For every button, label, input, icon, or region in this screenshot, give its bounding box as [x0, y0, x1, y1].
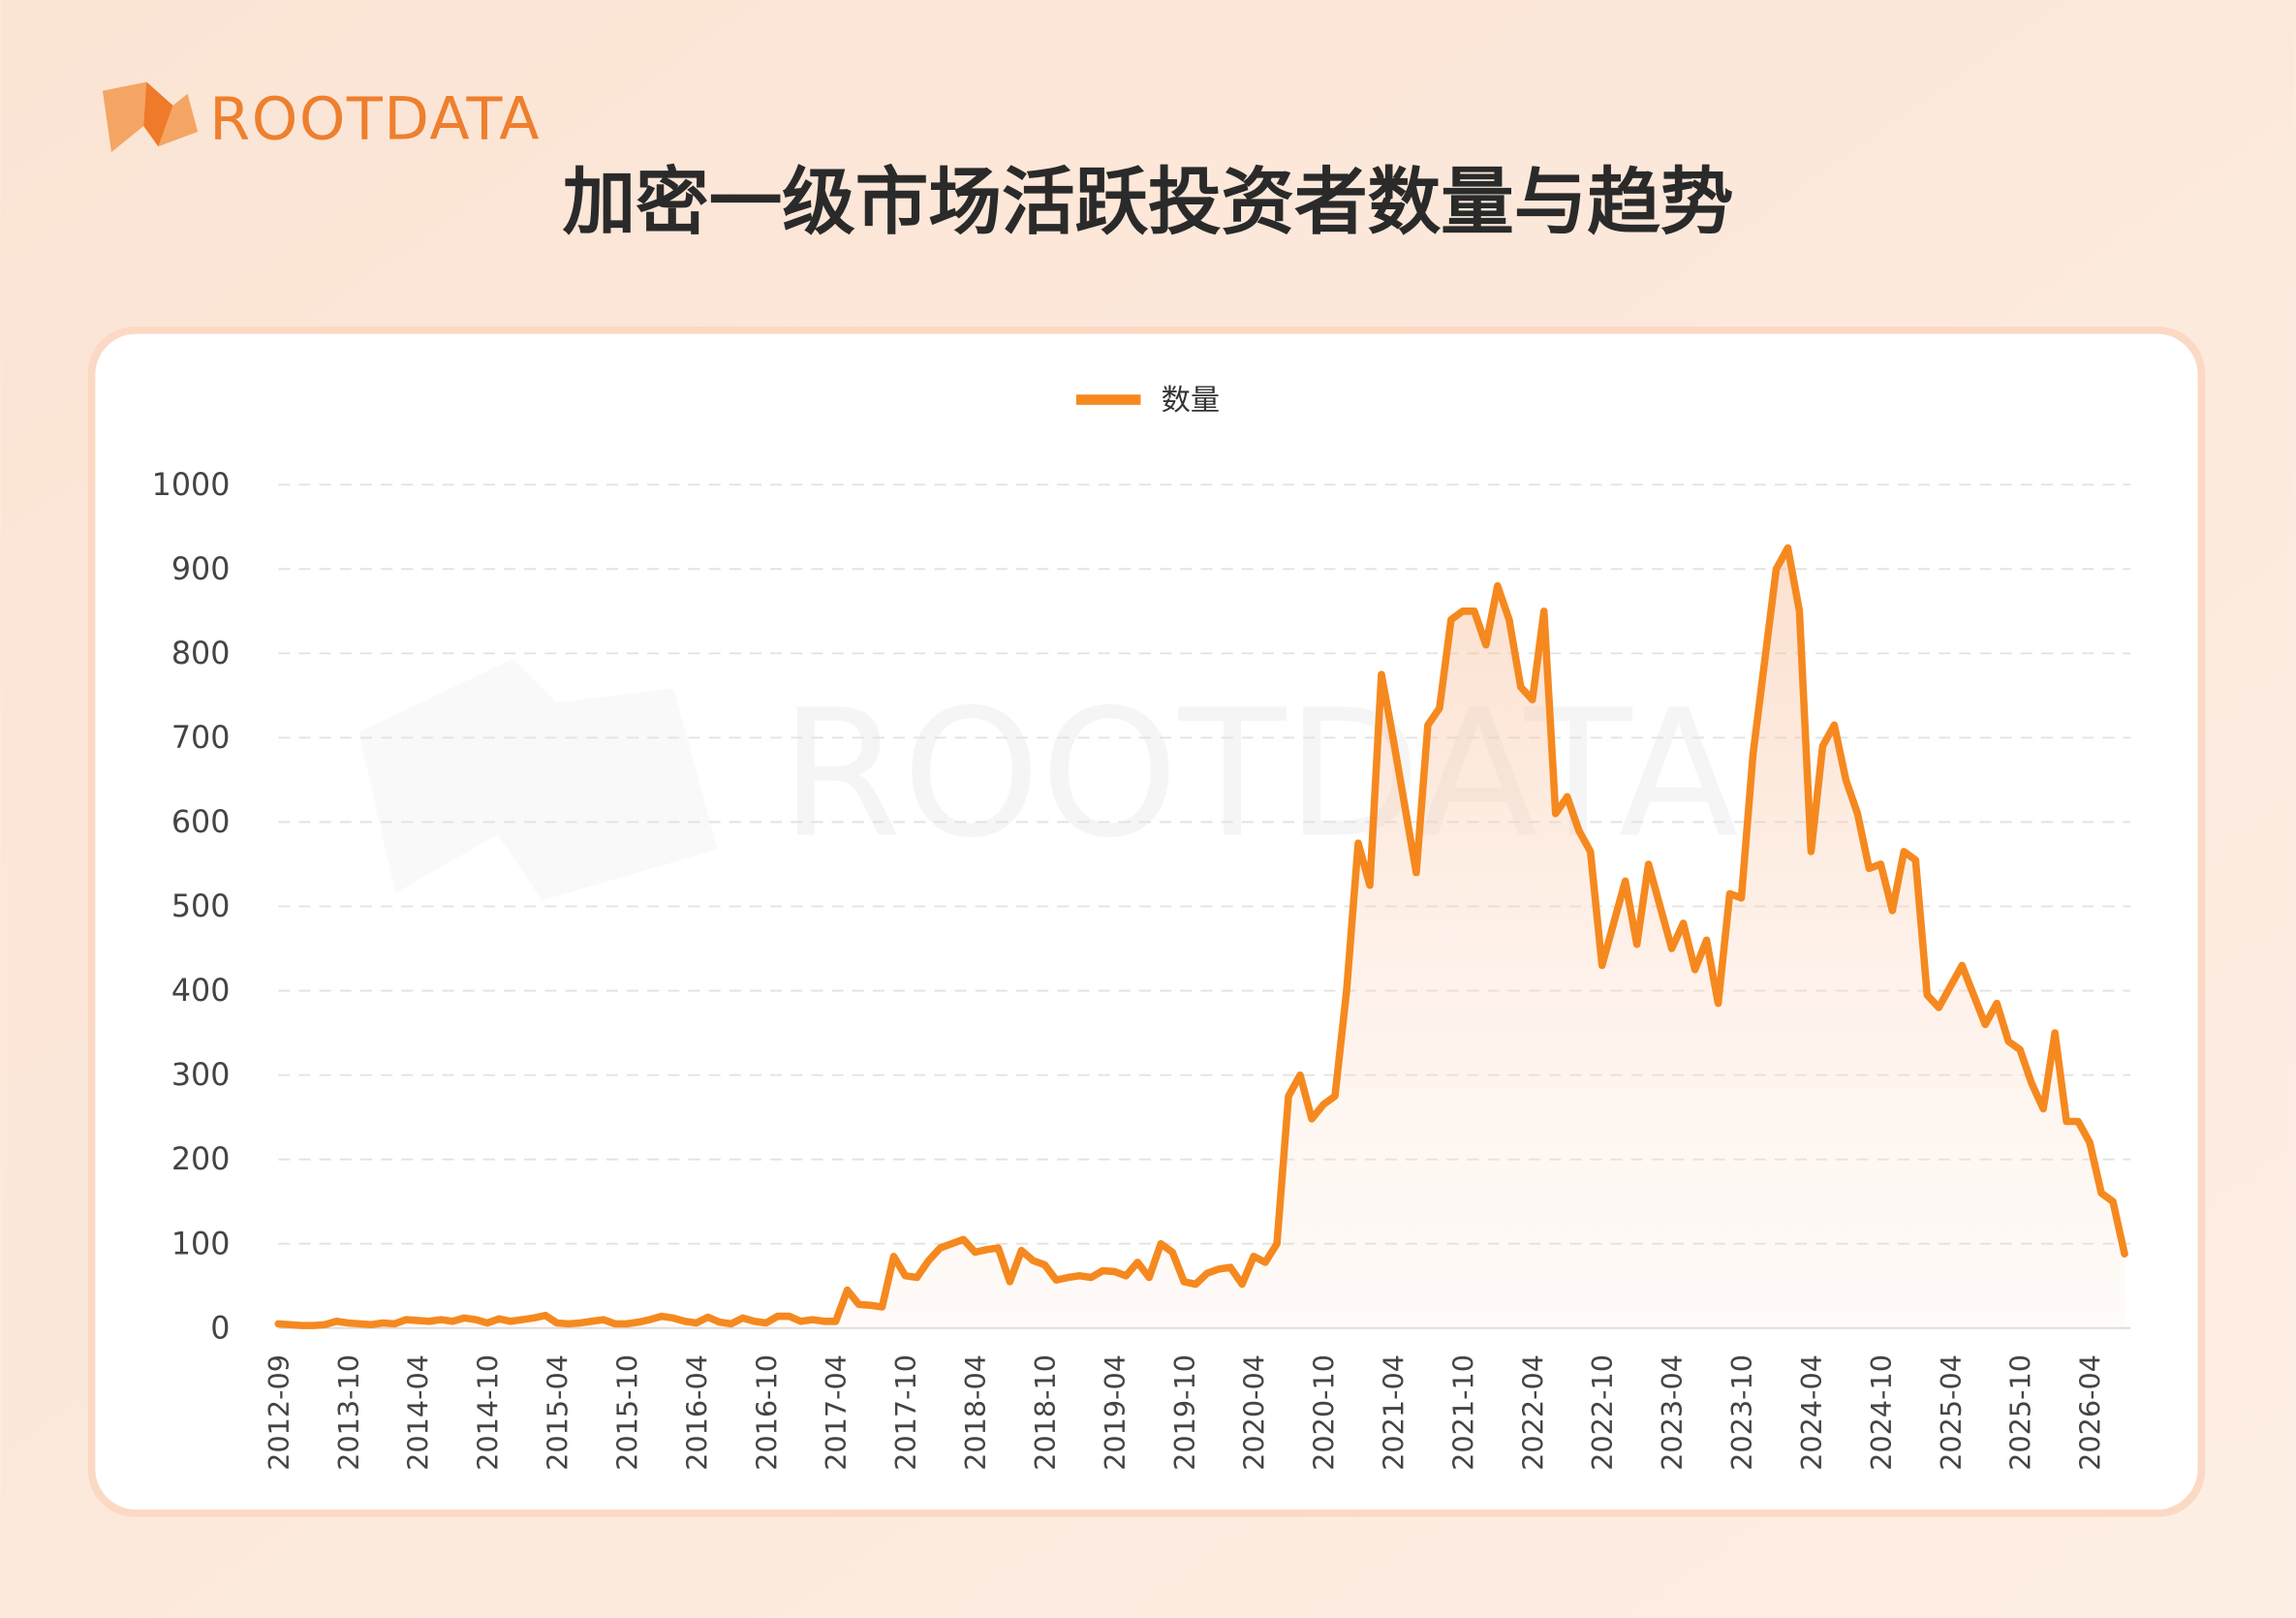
logo-icon	[102, 81, 199, 153]
x-tick-label: 2020-10	[1308, 1354, 1341, 1471]
x-tick-label: 2024-10	[1865, 1354, 1898, 1471]
y-tick-label: 100	[171, 1227, 231, 1261]
x-tick-label: 2019-10	[1168, 1354, 1201, 1471]
y-tick-label: 200	[171, 1142, 231, 1177]
x-tick-label: 2024-04	[1795, 1354, 1828, 1471]
x-tick-label: 2026-04	[2074, 1354, 2107, 1471]
x-tick-label: 2022-04	[1516, 1354, 1549, 1471]
x-tick-label: 2016-10	[750, 1354, 783, 1471]
x-tick-label: 2013-10	[332, 1354, 365, 1471]
x-tick-label: 2016-04	[680, 1354, 713, 1471]
plot: 0 100 200 300 400 500 600 700 800 900 1000 2012-09 2…	[152, 384, 2131, 1471]
x-tick-label: 2015-04	[542, 1354, 574, 1471]
x-tick-label: 2017-10	[889, 1354, 922, 1471]
legend-label: 数量	[1162, 384, 1220, 418]
x-tick-label: 2018-10	[1029, 1354, 1062, 1471]
area	[278, 547, 2125, 1328]
x-tick-label: 2022-10	[1586, 1354, 1619, 1471]
y-tick-label: 1000	[152, 468, 231, 503]
x-tick-label: 2014-10	[472, 1354, 505, 1471]
x-tick-label: 2021-10	[1446, 1354, 1479, 1471]
title: 加密一级市场活跃投资者数量与趋势	[563, 159, 1734, 244]
x-tick-label: 2023-04	[1656, 1354, 1689, 1471]
y-tick-label: 500	[171, 889, 231, 924]
x-tick-label: 2019-04	[1099, 1354, 1132, 1471]
y-tick-label: 900	[171, 552, 231, 587]
x-tick-label: 2023-10	[1725, 1354, 1758, 1471]
y-tick-label: 600	[171, 805, 231, 840]
y-tick-label: 800	[171, 637, 231, 671]
x-tick-label: 2014-04	[402, 1354, 435, 1471]
x-tick-label: 2012-09	[263, 1354, 295, 1471]
logo-text: ROOTDATA	[209, 86, 541, 154]
x-tick-label: 2020-04	[1238, 1354, 1271, 1471]
line	[274, 544, 2128, 1329]
y-tick-label: 300	[171, 1058, 231, 1093]
y-tick-label: 0	[210, 1311, 230, 1346]
x-tick-label: 2017-04	[820, 1354, 853, 1471]
y-tick-label: 400	[171, 974, 231, 1009]
x-tick-label: 2018-04	[959, 1354, 992, 1471]
x-tick-label: 2025-10	[2004, 1354, 2037, 1471]
x-tick-label: 2015-10	[610, 1354, 643, 1471]
watermark: ROOTDATA	[780, 671, 1738, 876]
x-tick-label: 2025-04	[1935, 1354, 1968, 1471]
y-tick-label: 700	[171, 721, 231, 756]
x-tick-label: 2021-04	[1378, 1354, 1411, 1471]
